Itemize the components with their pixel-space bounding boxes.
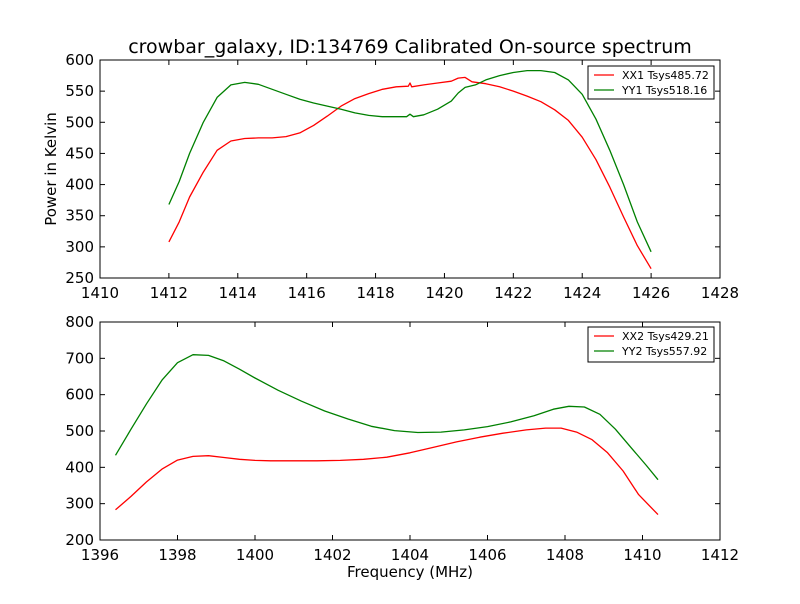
x-tick-label: 1424: [563, 284, 601, 302]
series-line-1: [168, 76, 652, 270]
series-line-2: [114, 354, 659, 481]
y-tick-label: 500: [65, 113, 94, 131]
x-tick-label: 1412: [150, 284, 188, 302]
top-plot-area: 1410 1412 1414 1416 1418 1420 1422 1424 1426 1428…: [65, 51, 739, 302]
bottom-plot-area: 1396 1398 1400 1402 1404 1406 1408 1410 1412 200 3…: [65, 313, 739, 564]
y-tick-label: 500: [65, 422, 94, 440]
y-tick-label: 300: [65, 238, 94, 256]
y-tick-label: 400: [65, 458, 94, 476]
x-tick-label: 1414: [219, 284, 257, 302]
x-tick-label: 1418: [356, 284, 394, 302]
x-tick-label: 1404: [391, 546, 429, 564]
top-panel: crowbar_galaxy, ID:134769 Calibrated On-…: [42, 36, 739, 302]
y-tick-label: 600: [65, 386, 94, 404]
y-tick-label: 300: [65, 495, 94, 513]
legend-label-2: YY2 Tsys557.92: [621, 345, 707, 358]
y-tick-label: 350: [65, 207, 94, 225]
x-tick-label: 1398: [158, 546, 196, 564]
y-tick-label: 600: [65, 51, 94, 69]
y-tick-label: 550: [65, 82, 94, 100]
y-axis-label: Power in Kelvin: [42, 112, 60, 226]
bottom-panel: Frequency (MHz) 1396 1398 1400 1402 1404 1406…: [65, 313, 739, 581]
x-tick-label: 1420: [425, 284, 463, 302]
x-tick-label: 1408: [546, 546, 584, 564]
plot-frame: [99, 59, 721, 279]
legend-label-1: XX1 Tsys485.72: [622, 69, 709, 82]
x-tick-label: 1422: [494, 284, 532, 302]
x-tick-label: 1410: [623, 546, 661, 564]
y-tick-label: 200: [65, 531, 94, 549]
series-line-1: [115, 427, 659, 516]
legend: XX1 Tsys485.72 YY1 Tsys518.16: [587, 65, 715, 100]
y-tick-label: 250: [65, 269, 94, 287]
legend-label-2: YY1 Tsys518.16: [621, 84, 707, 97]
x-tick-label: 1412: [701, 546, 739, 564]
x-tick-label: 1428: [701, 284, 739, 302]
y-tick-label: 700: [65, 349, 94, 367]
chart-title: crowbar_galaxy, ID:134769 Calibrated On-…: [128, 36, 692, 58]
x-tick-label: 1410: [81, 284, 119, 302]
x-tick-label: 1400: [236, 546, 274, 564]
series-line-2: [168, 69, 652, 253]
y-tick-label: 400: [65, 176, 94, 194]
legend-box: [587, 326, 715, 363]
x-tick-label: 1426: [632, 284, 670, 302]
y-tick-label: 800: [65, 313, 94, 331]
legend-label-1: XX2 Tsys429.21: [622, 330, 709, 343]
legend: XX2 Tsys429.21 YY2 Tsys557.92: [587, 326, 715, 363]
legend-box: [587, 65, 715, 100]
y-tick-label: 450: [65, 144, 94, 162]
x-tick-label: 1396: [81, 546, 119, 564]
x-tick-label: 1402: [313, 546, 351, 564]
x-axis-label: Frequency (MHz): [347, 563, 473, 581]
x-tick-label: 1416: [288, 284, 326, 302]
x-tick-label: 1406: [468, 546, 506, 564]
